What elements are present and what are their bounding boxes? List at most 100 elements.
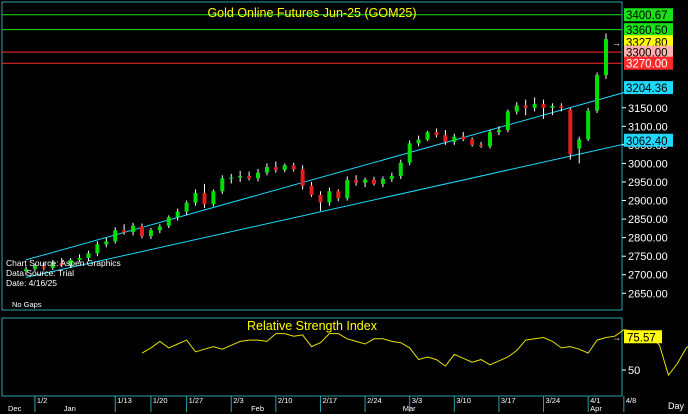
candle-up: [166, 215, 171, 228]
candle-down: [541, 99, 546, 119]
time-tick-label: 3/24: [546, 396, 561, 405]
candle-down: [354, 175, 359, 186]
candle-body: [434, 132, 439, 136]
candle-body: [113, 230, 118, 242]
candle-body: [443, 135, 448, 142]
time-tick-label: 1/27: [189, 396, 204, 405]
candle-down: [202, 183, 207, 208]
candle-body: [220, 178, 225, 192]
no-gaps-label: No Gaps: [12, 300, 42, 309]
candle-body: [273, 167, 278, 171]
time-tick-label: 4/1: [590, 396, 600, 405]
channel-upper-line: [25, 87, 642, 261]
candle-body: [59, 262, 64, 266]
level-tag-label-level-3400: 3400.67: [626, 10, 668, 22]
time-tick-label: 3/10: [456, 396, 471, 405]
candle-up: [68, 258, 73, 269]
time-tick-label: 1/2: [37, 396, 47, 405]
candle-up: [425, 130, 430, 142]
price-tick-label: 2850.00: [628, 214, 668, 226]
candle-body: [24, 269, 28, 272]
candle-body: [104, 241, 109, 245]
level-tag-level-3300: [624, 45, 673, 59]
price-tick-label: 2650.00: [628, 288, 668, 300]
candle-body: [77, 258, 82, 260]
candle-up: [264, 163, 269, 176]
level-tag-level-3360: [624, 23, 673, 37]
candle-body: [247, 176, 252, 179]
time-tick-label: 2/10: [278, 396, 293, 405]
candle-body: [354, 180, 359, 183]
candle-body: [264, 167, 269, 173]
price-axis: 2650.00 2700.00 2750.00 2800.00 2850.00 2900.…: [622, 103, 668, 300]
candle-body: [372, 179, 376, 184]
candle-down: [309, 181, 314, 197]
candle-up: [345, 176, 350, 201]
rsi-last-value: 75.57: [627, 332, 656, 344]
month-label: Mar: [403, 404, 416, 413]
time-axis: 1/2 1/13 1/20 1/27 2/3 2/10 2/17 2/24 3/3 3/10 3/1…: [8, 396, 636, 413]
time-tick-label: 4/8: [626, 396, 636, 405]
price-tick-label: 2900.00: [628, 196, 668, 208]
candle-down: [434, 128, 439, 138]
candle-down: [59, 258, 64, 268]
candle-up: [282, 163, 287, 173]
rsi-last-arrow: →: [612, 332, 621, 342]
candle-down: [273, 161, 278, 173]
price-tick-label: 3150.00: [628, 103, 668, 115]
candle-up: [175, 208, 180, 221]
candle-body: [95, 244, 100, 254]
channel-lower-line: [25, 139, 642, 278]
level-tag-level-3062: [624, 133, 673, 147]
candle-up: [532, 97, 537, 112]
candle-body: [541, 104, 546, 108]
candle-body: [327, 191, 332, 203]
data-source-line: Data Source: Trial: [6, 268, 74, 278]
candle-up: [148, 227, 153, 240]
candle-up: [327, 187, 332, 206]
candle-body: [148, 230, 153, 237]
candle-up: [238, 170, 243, 182]
candle-body: [238, 176, 243, 178]
price-tick-label: 2950.00: [628, 177, 668, 189]
candle-down: [479, 141, 484, 148]
candle-up: [488, 130, 492, 149]
price-tick-label: 2800.00: [628, 233, 668, 245]
month-label: Jan: [64, 404, 76, 413]
candle-body: [184, 202, 189, 212]
candle-up: [131, 222, 136, 236]
candle-body: [604, 39, 608, 76]
rsi-last-tag: [624, 330, 662, 344]
candle-body: [291, 165, 296, 170]
candle-body: [407, 143, 412, 163]
candle-up: [496, 126, 501, 136]
candle-up: [113, 227, 118, 244]
candle-body: [336, 191, 341, 199]
candle-up: [86, 250, 91, 261]
candle-body: [452, 136, 457, 142]
candle-body: [41, 266, 46, 269]
candle-up: [184, 200, 189, 215]
level-tag-level-3400: [624, 8, 673, 22]
candle-down: [300, 165, 305, 190]
candle-up: [407, 140, 412, 166]
candle-body: [309, 185, 314, 195]
candle-up: [452, 133, 457, 145]
rsi-axis: 50 75.57 →: [612, 330, 662, 377]
month-label: Dec: [8, 404, 22, 413]
time-tick-label: 3/3: [412, 396, 422, 405]
candle-body: [211, 191, 216, 205]
candle-body: [470, 139, 475, 145]
rsi-line: [141, 329, 688, 377]
candle-up: [229, 173, 234, 184]
price-level-tags: 3400.673360.503327.803300.003270.003204.…: [624, 8, 673, 148]
candle-body: [559, 105, 564, 108]
rsi-tick-label: 50: [628, 365, 640, 377]
candle-body: [523, 105, 528, 108]
price-tick-label: 3000.00: [628, 158, 668, 170]
level-tag-label-level-3300: 3300.00: [626, 48, 668, 60]
candle-up: [577, 136, 582, 164]
candle-body: [86, 253, 91, 259]
price-panel-frame: [1, 1, 623, 311]
